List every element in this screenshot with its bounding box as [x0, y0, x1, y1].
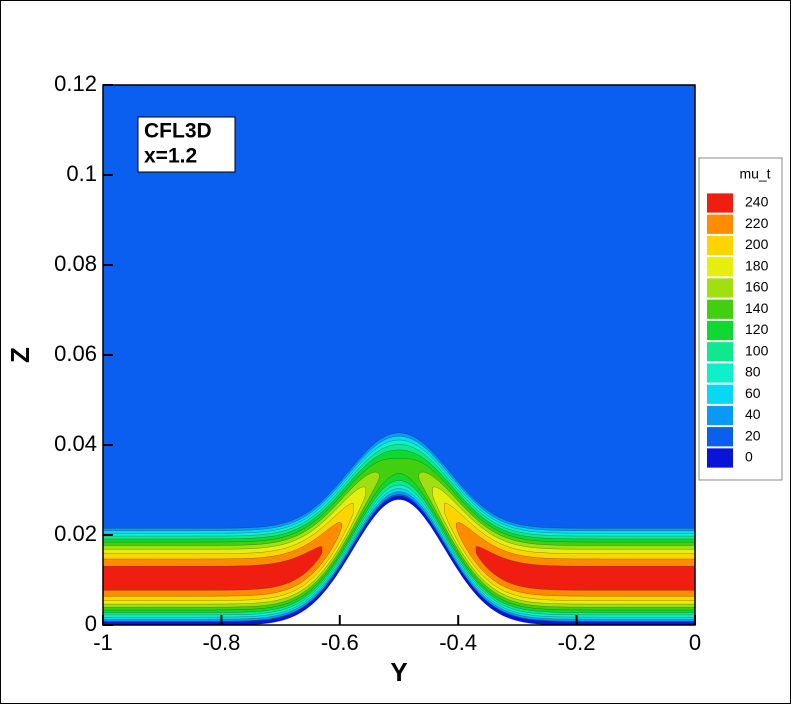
x-tick-label: 0 [689, 630, 701, 655]
legend-swatch [707, 299, 733, 319]
legend-label: 140 [745, 300, 769, 316]
y-tick-label: 0 [85, 611, 97, 636]
legend-swatch [707, 342, 733, 362]
annotation: CFL3D [144, 120, 212, 143]
legend-label: 20 [745, 427, 761, 443]
legend: 0 20 40 60 80 100 120 140 160 180 200 220 240 [707, 193, 769, 468]
annotation-box [137, 116, 236, 173]
legend-label: 40 [745, 406, 761, 422]
legend-swatch [707, 427, 733, 447]
legend-label: 180 [745, 257, 769, 273]
annotation: x=1.2 [144, 145, 197, 168]
contour-band [102, 546, 323, 591]
legend-label: 160 [745, 279, 769, 295]
legend-label: 220 [745, 215, 769, 231]
legend-label: 120 [745, 321, 769, 337]
y-tick-label: 0.12 [54, 71, 97, 96]
y-tick-label: 0.04 [54, 431, 97, 456]
x-tick-label: -0.2 [558, 630, 596, 655]
legend-swatch [707, 320, 733, 341]
legend-label: 80 [745, 364, 761, 380]
y-tick-label: 0.1 [66, 161, 97, 186]
legend-swatch [707, 363, 733, 383]
legend-swatch [707, 278, 733, 298]
legend-title: mu_t [739, 166, 770, 182]
x-tick-label: -0.8 [202, 630, 240, 655]
legend-label: 200 [745, 236, 769, 252]
y-tick-label: 0.06 [54, 341, 97, 366]
legend-label: 0 [745, 449, 753, 465]
y-tick-label: 0.02 [54, 521, 97, 546]
legend-swatch [707, 235, 733, 256]
y-axis-label: Z [5, 347, 35, 363]
x-tick-label: -1 [93, 630, 113, 655]
legend-swatch [707, 193, 733, 213]
legend-label: 60 [745, 385, 761, 401]
axes: -1 -0.8 -0.6 -0.4 -0.2 0 0 0.02 0.04 0.06 0.08 0.1 0… [54, 71, 701, 655]
legend-swatch [707, 257, 733, 277]
legend-swatch [707, 384, 733, 404]
legend-label: 240 [745, 194, 769, 210]
legend-swatch [707, 448, 733, 468]
plot-area [102, 85, 696, 626]
legend-label: 100 [745, 342, 769, 358]
x-tick-label: -0.4 [439, 630, 477, 655]
y-tick-label: 0.08 [54, 251, 97, 276]
legend-swatch [707, 405, 733, 426]
legend-swatch [707, 214, 733, 234]
x-tick-label: -0.6 [321, 630, 359, 655]
x-axis-label: Y [390, 657, 407, 687]
